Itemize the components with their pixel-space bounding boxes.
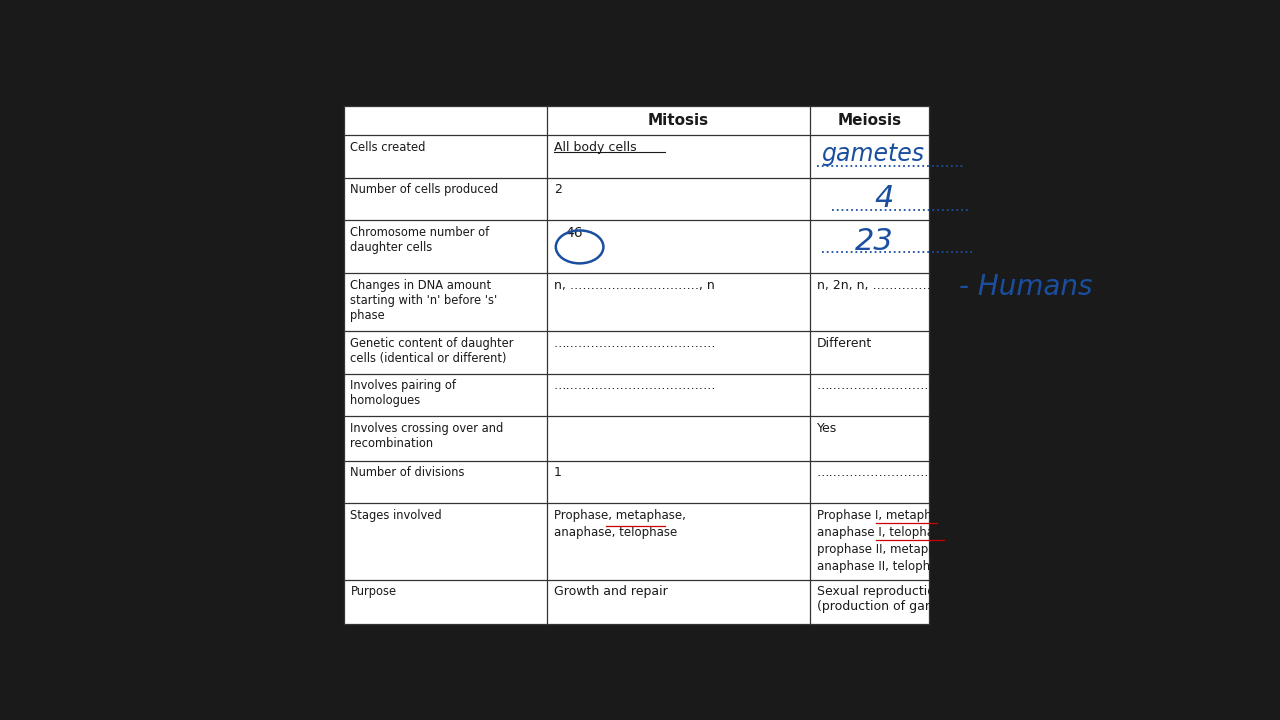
Text: …………………………………: ………………………………… [817,466,979,480]
Text: 2: 2 [554,184,562,197]
Text: n, 2n, n, ………………..n: n, 2n, n, ………………..n [817,279,963,292]
Text: Different: Different [817,337,872,350]
Text: 4: 4 [874,184,893,214]
Text: gametes: gametes [822,142,924,166]
Text: Involves crossing over and
recombination: Involves crossing over and recombination [351,422,504,450]
Text: …………………………………: ………………………………… [554,337,717,350]
Text: Involves pairing of
homologues: Involves pairing of homologues [351,379,457,408]
Text: Cells created: Cells created [351,141,426,154]
Text: Mitosis: Mitosis [648,113,709,128]
Text: …………………………………: ………………………………… [554,379,717,392]
Text: n, …………………………., n: n, …………………………., n [554,279,714,292]
Text: Purpose: Purpose [351,585,397,598]
Text: 23: 23 [855,227,893,256]
Text: Prophase, metaphase,
anaphase, telophase: Prophase, metaphase, anaphase, telophase [554,509,686,539]
Text: Changes in DNA amount
starting with 'n' before 's'
phase: Changes in DNA amount starting with 'n' … [351,279,498,322]
Text: Genetic content of daughter
cells (identical or different): Genetic content of daughter cells (ident… [351,337,515,365]
Text: Number of cells produced: Number of cells produced [351,184,499,197]
Text: 46: 46 [566,226,584,240]
Text: Meiosis: Meiosis [837,113,901,128]
Text: Sexual reproduction
(production of gametes): Sexual reproduction (production of gamet… [817,585,969,613]
Text: Stages involved: Stages involved [351,509,442,522]
Text: …………………………………: ………………………………… [817,379,979,392]
Text: - Humans: - Humans [959,273,1092,301]
Text: Growth and repair: Growth and repair [554,585,668,598]
Text: Chromosome number of
daughter cells: Chromosome number of daughter cells [351,226,490,254]
Text: All body cells: All body cells [554,141,636,154]
Text: Prophase I, metaphase I,
anaphase I, telophase I,
prophase II, metaphase II,
ana: Prophase I, metaphase I, anaphase I, tel… [817,509,970,572]
Text: Number of divisions: Number of divisions [351,466,465,480]
Text: Yes: Yes [817,422,837,435]
Text: 1: 1 [554,466,562,480]
Bar [343,106,929,624]
